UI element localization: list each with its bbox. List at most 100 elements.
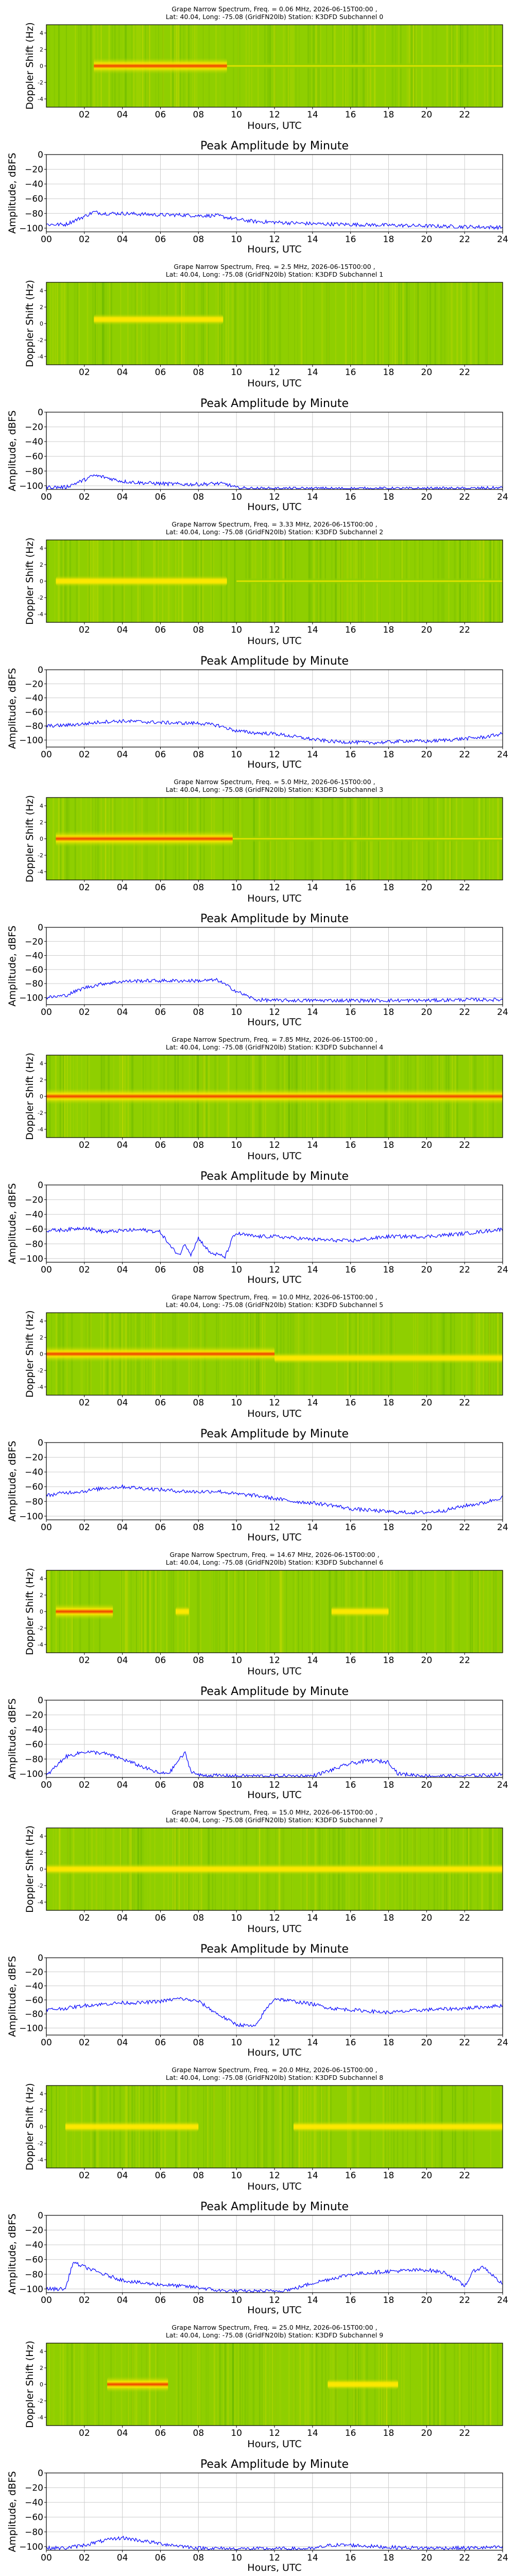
spectrogram-xtick-label: 14 (307, 367, 318, 378)
spectrogram-texture-stripe (149, 1570, 151, 1653)
spectrogram-texture-stripe (63, 282, 65, 365)
spectrogram-xtick-label: 16 (345, 1655, 356, 1666)
spectrogram-texture-stripe (410, 1570, 411, 1653)
amplitude-xtick-label: 14 (307, 492, 318, 502)
amplitude-ylabel: Amplitude, dBFS (7, 1183, 18, 1264)
spectrogram-ytick-label: 0 (40, 578, 43, 585)
spectrogram-texture-stripe (233, 282, 235, 365)
amplitude-ytick-label: −80 (25, 979, 43, 989)
amplitude-ytick-label: −80 (25, 2009, 43, 2020)
amplitude-xtick-label: 06 (155, 750, 166, 760)
spectrogram-texture-stripe (219, 1570, 220, 1653)
amplitude-ytick-label: −100 (19, 481, 43, 492)
spectrogram-texture-stripe (352, 282, 353, 365)
spectrogram-texture-stripe (313, 282, 315, 365)
spectrogram-xtick-label: 14 (307, 1913, 318, 1923)
amplitude-ytick-label: −40 (25, 2240, 43, 2250)
spectrogram-texture-stripe (269, 2343, 270, 2426)
spectrogram-texture-stripe (392, 1570, 393, 1653)
spectrogram-texture-stripe (75, 25, 76, 107)
amplitude-xtick-label: 18 (383, 1522, 394, 1533)
spectrogram-texture-stripe (274, 2343, 276, 2426)
spectrogram-texture-stripe (379, 282, 381, 365)
amplitude-xtick-label: 18 (383, 2038, 394, 2048)
spectrogram-ytick-label: -4 (38, 611, 43, 618)
amplitude-ytick-label: −100 (19, 993, 43, 1003)
spectrogram-texture-stripe (239, 2343, 242, 2426)
spectrogram-texture-stripe (228, 282, 229, 365)
spectrogram-texture-stripe (374, 282, 377, 365)
spectrogram-texture-stripe (302, 1570, 303, 1653)
spectrogram-texture-stripe (434, 2343, 435, 2426)
spectrogram-texture-stripe (345, 282, 347, 365)
amplitude-xtick-label: 04 (117, 2038, 128, 2048)
spectrogram-texture-stripe (218, 2343, 220, 2426)
spectrogram-texture-stripe (140, 1570, 142, 1653)
amplitude-ytick-label: −80 (25, 1754, 43, 1765)
spectrogram-texture-stripe (168, 1570, 170, 1653)
spectrogram-texture-stripe (439, 2343, 441, 2426)
spectrogram-ylabel: Doppler Shift (Hz) (24, 537, 36, 625)
spectrogram-xtick-label: 08 (193, 1398, 204, 1408)
spectrogram-texture-stripe (265, 1570, 267, 1653)
spectrogram-texture-stripe (280, 1570, 283, 1653)
spectrogram-texture-stripe (221, 2086, 224, 2168)
amplitude-title: Peak Amplitude by Minute (200, 397, 349, 410)
spectrogram-signal-band (232, 835, 503, 842)
amplitude-ytick-label: 0 (38, 408, 43, 418)
spectrogram-texture-stripe (355, 282, 357, 365)
spectrogram-texture-stripe (207, 2086, 209, 2168)
amplitude-xtick-label: 14 (307, 750, 318, 760)
amplitude-ytick-label: −20 (25, 937, 43, 947)
spectrogram-ytick-label: -2 (38, 2140, 43, 2147)
spectrogram-xtick-label: 02 (79, 1913, 90, 1923)
spectrogram-texture-stripe (389, 1570, 391, 1653)
amplitude-xtick-label: 18 (383, 2553, 394, 2563)
spectrogram-title: Lat: 40.04, Long: -75.08 (GridFN20lb) St… (166, 1301, 383, 1309)
spectrogram-texture-stripe (381, 282, 383, 365)
spectrogram-xtick-label: 08 (193, 883, 204, 893)
spectrogram-texture-stripe (172, 1570, 174, 1653)
spectrogram-ytick-label: 4 (40, 287, 43, 294)
spectrogram-xtick-label: 06 (155, 1655, 166, 1666)
spectrogram-texture-stripe (57, 2086, 58, 2168)
spectrogram-texture-stripe (59, 2343, 61, 2426)
spectrogram-texture-stripe (152, 1570, 155, 1653)
spectrogram-texture-stripe (81, 2343, 84, 2426)
amplitude-xtick-label: 18 (383, 1780, 394, 1790)
spectrogram-texture-stripe (494, 1570, 495, 1653)
amplitude-xtick-label: 16 (345, 1780, 356, 1790)
spectrogram-texture-stripe (401, 282, 402, 365)
amplitude-xtick-label: 12 (269, 1265, 280, 1275)
spectrogram-texture-stripe (216, 1570, 219, 1653)
spectrogram-texture-stripe (452, 1570, 454, 1653)
amplitude-series-line (46, 474, 503, 490)
spectrogram-xtick-label: 02 (79, 625, 90, 635)
amplitude-ytick-label: −100 (19, 735, 43, 745)
spectrogram-texture-stripe (288, 282, 290, 365)
spectrogram-ytick-label: 4 (40, 545, 43, 552)
amplitude-series-line (46, 719, 503, 745)
spectrogram-xtick-label: 14 (307, 1398, 318, 1408)
spectrogram-texture-stripe (494, 282, 495, 365)
amplitude-ylabel: Amplitude, dBFS (7, 925, 18, 1006)
spectrogram-ytick-label: -2 (38, 1625, 43, 1632)
spectrogram-ytick-label: 2 (40, 819, 43, 826)
spectrogram-ytick-label: 2 (40, 2365, 43, 2371)
spectrogram-xtick-label: 18 (383, 367, 394, 378)
amplitude-xtick-label: 14 (307, 1265, 318, 1275)
spectrogram-xtick-label: 22 (459, 367, 470, 378)
spectrogram-xtick-label: 20 (421, 2171, 433, 2181)
spectrogram-texture-stripe (280, 2086, 283, 2168)
amplitude-xtick-label: 10 (231, 1265, 242, 1275)
spectrogram-texture-stripe (422, 2343, 424, 2426)
spectrogram-ytick-label: 0 (40, 320, 43, 327)
amplitude-ytick-label: −20 (25, 1967, 43, 1977)
spectrogram-texture-stripe (93, 282, 94, 365)
spectrogram-title: Lat: 40.04, Long: -75.08 (GridFN20lb) St… (166, 1043, 383, 1051)
amplitude-ytick-label: −20 (25, 1710, 43, 1721)
spectrogram-texture-stripe (267, 282, 269, 365)
amplitude-ytick-label: 0 (38, 923, 43, 933)
amplitude-xtick-label: 00 (41, 492, 52, 502)
spectrogram-texture-stripe (58, 25, 59, 107)
